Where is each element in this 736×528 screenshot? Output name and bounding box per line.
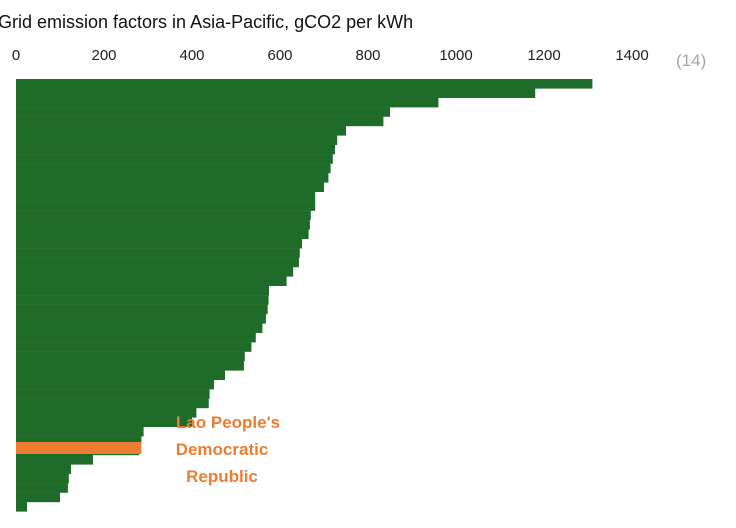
bar <box>16 135 338 145</box>
bar <box>16 332 256 343</box>
highlight-label: Lao People's Democratic Republic <box>176 413 280 486</box>
bar <box>16 314 266 324</box>
bar <box>16 163 331 174</box>
bar <box>16 464 71 474</box>
bar <box>16 323 263 333</box>
bar <box>16 295 269 305</box>
bar <box>16 107 390 117</box>
highlight-label-line-3: Republic <box>186 467 258 486</box>
x-axis-ticks: 0 200 400 600 800 1000 1200 1400 <box>12 47 649 64</box>
bar <box>16 173 329 183</box>
x-tick-label: 1200 <box>527 47 560 64</box>
bar <box>16 483 68 493</box>
bar <box>16 257 299 268</box>
bar-series <box>16 79 593 512</box>
bar <box>16 408 197 418</box>
highlight-bar <box>16 442 142 454</box>
x-tick-label: 200 <box>91 47 116 64</box>
bar <box>16 351 245 362</box>
bar <box>16 389 210 399</box>
bar <box>16 398 209 409</box>
x-tick-label: 0 <box>12 47 20 64</box>
bar <box>16 144 335 155</box>
bar <box>16 473 69 484</box>
bar <box>16 342 252 352</box>
bar <box>16 201 316 211</box>
bar <box>16 276 287 286</box>
bar <box>16 97 439 108</box>
bar <box>16 417 192 427</box>
bar <box>16 361 244 371</box>
bar <box>16 220 310 230</box>
bar <box>16 88 536 98</box>
bar <box>16 182 324 192</box>
footnote-marker: (14) <box>676 51 706 70</box>
bar <box>16 238 302 249</box>
bar <box>16 191 316 202</box>
bar <box>16 229 309 239</box>
bar <box>16 370 225 380</box>
bar <box>16 436 142 446</box>
bar <box>16 116 384 127</box>
bar <box>16 79 593 89</box>
bar <box>16 502 27 512</box>
bar <box>16 248 300 258</box>
highlight-label-line-2: Democratic <box>176 440 269 459</box>
x-tick-label: 400 <box>179 47 204 64</box>
bar <box>16 492 60 503</box>
bar <box>16 267 294 277</box>
x-tick-label: 600 <box>267 47 292 64</box>
bar <box>16 426 144 437</box>
chart-title: Grid emission factors in Asia-Pacific, g… <box>0 12 413 32</box>
bar <box>16 210 311 221</box>
bar <box>16 379 214 390</box>
bar <box>16 304 268 315</box>
highlight-label-line-1: Lao People's <box>176 413 280 432</box>
bar <box>16 126 346 136</box>
x-tick-label: 1400 <box>615 47 648 64</box>
bar <box>16 455 93 465</box>
bar <box>16 285 269 296</box>
bar <box>16 154 333 164</box>
x-tick-label: 800 <box>355 47 380 64</box>
x-tick-label: 1000 <box>439 47 472 64</box>
